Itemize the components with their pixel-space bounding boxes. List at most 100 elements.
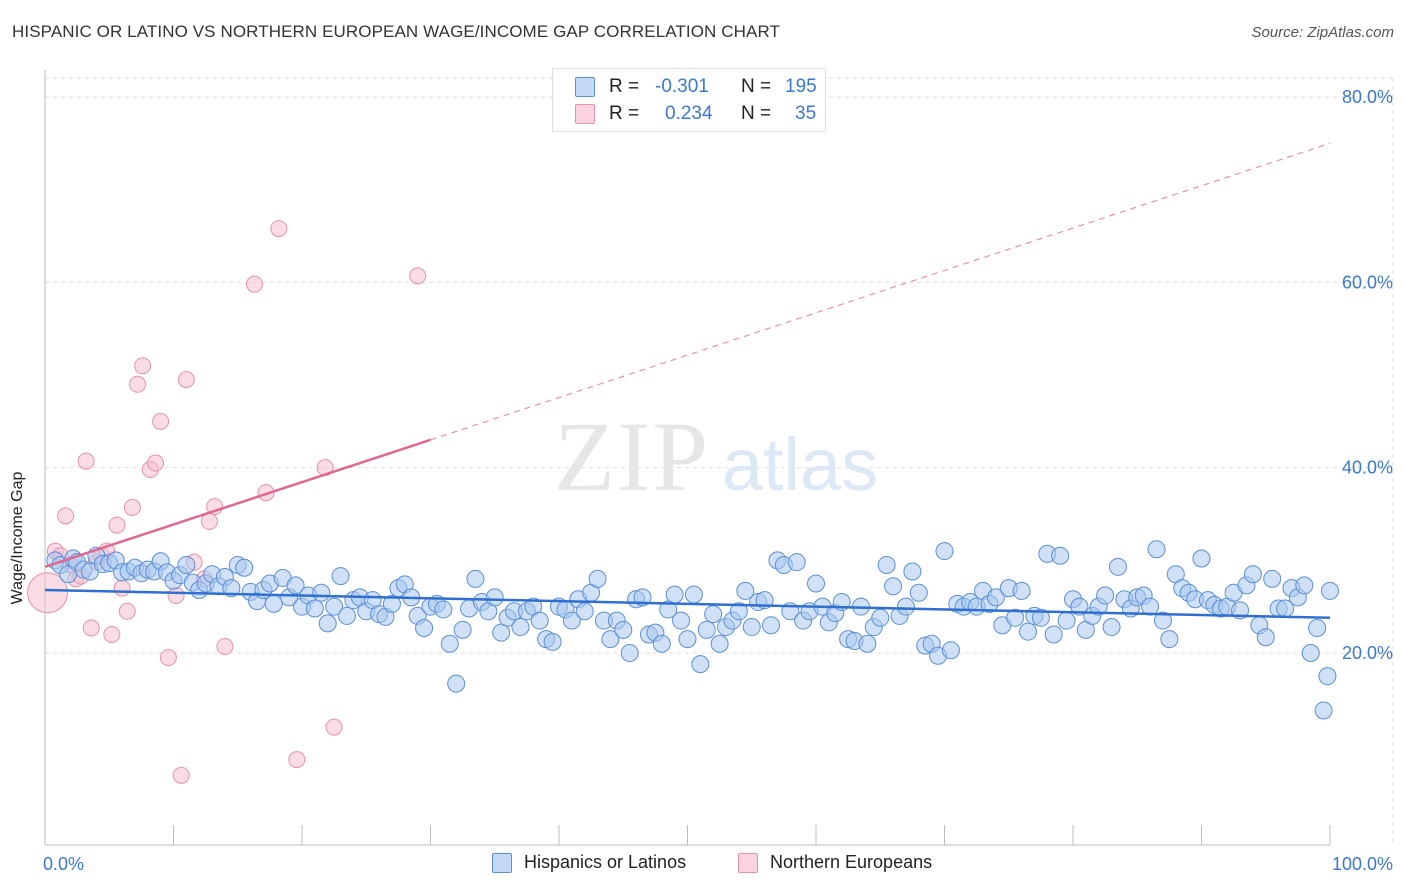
hispanics-point [659,600,678,619]
hispanics-point [672,611,691,630]
hispanics-point [325,597,344,616]
northern-europeans-point [216,638,234,656]
hispanics-point [1147,540,1166,559]
hispanics-point [1308,618,1327,637]
y-tick-label: 80.0% [1342,87,1393,107]
hispanics-point [511,618,530,637]
n-value-hispanics: 195 [785,76,817,97]
northern-europeans-point [27,572,69,614]
hispanics-point [762,616,781,635]
pink-swatch [738,852,758,873]
hispanics-point [896,597,915,616]
hispanics-point [466,569,485,588]
correlation-legend: R = -0.301 N = 195 R = 0.234 N = 35 [552,68,826,132]
chart-title: HISPANIC OR LATINO VS NORTHERN EUROPEAN … [12,22,780,41]
y-tick-label: 60.0% [1342,272,1393,292]
hispanics-point [485,588,504,607]
hispanics-point [588,569,607,588]
legend-item-hispanics: Hispanics or Latinos [492,852,686,873]
hispanics-point [614,620,633,639]
hispanics-point [903,562,922,581]
hispanics-point [318,614,337,633]
pink-swatch [575,104,595,124]
blue-swatch [492,852,512,873]
northern-europeans-point [123,499,141,517]
legend-label-northern-europeans: Northern Europeans [770,852,933,872]
northern-europeans-point [108,516,126,534]
hispanics-point [665,585,684,604]
hispanics-point [1070,597,1089,616]
hispanics-point [440,634,459,653]
hispanics-points [46,540,1339,720]
watermark-atlas: atlas [722,423,878,506]
hispanics-point [909,583,928,602]
n-label: N = [741,103,772,124]
hispanics-point [1102,618,1121,637]
hispanics-point [935,542,954,561]
hispanics-point [1321,581,1339,600]
hispanics-point [1160,630,1179,649]
hispanics-point [691,655,710,674]
hispanics-point [1031,608,1050,627]
r-value-northern-europeans: 0.234 [665,103,713,124]
series-legend: Hispanics or Latinos Northern Europeans [0,852,1406,878]
hispanics-point [1057,611,1076,630]
northern-europeans-point [152,412,170,430]
hispanics-point [1318,667,1337,686]
x-tick-label: 0.0% [43,854,84,874]
northern-europeans-point [409,267,427,285]
hispanics-point [434,600,453,619]
hispanics-point [941,641,960,660]
n-value-northern-europeans: 35 [795,103,817,124]
legend-row-northern-europeans: R = 0.234 N = 35 [575,101,816,127]
y-axis-label: Wage/Income Gap [9,471,26,605]
hispanics-point [858,634,877,653]
hispanics-trendline [44,588,1331,620]
hispanics-point [415,618,434,637]
hispanics-point [652,634,671,653]
hispanics-point [1153,611,1172,630]
hispanics-point [1108,557,1127,576]
northern-europeans-point [159,649,177,667]
hispanics-point [1019,622,1038,641]
hispanics-point [447,674,466,693]
hispanics-point [312,583,331,602]
northern-europeans-point [270,220,288,238]
blue-swatch [575,77,595,97]
source-label: Source: ZipAtlas.com [1251,24,1394,41]
legend-row-hispanics: R = -0.301 N = 195 [575,74,817,100]
n-label: N = [741,76,772,97]
hispanics-point [986,588,1005,607]
northern-europeans-point [177,371,195,389]
hispanics-point [177,555,196,574]
hispanics-point [1243,565,1262,584]
legend-label-hispanics: Hispanics or Latinos [524,852,687,872]
hispanics-point [729,602,748,621]
northern-europeans-point [172,766,190,784]
tick-labels: 20.0% 40.0% 60.0% 80.0% 0.0% 100.0% [43,87,1393,874]
hispanics-point [1051,546,1070,565]
northern-europeans-point [82,619,100,637]
y-tick-label: 20.0% [1342,643,1393,663]
hispanics-point [684,585,703,604]
hispanics-point [337,606,356,625]
hispanics-point [1301,644,1320,662]
hispanics-point [1141,597,1160,616]
y-tick-label: 40.0% [1342,458,1393,478]
hispanics-point [562,611,581,630]
x-tick-label: 100.0% [1332,854,1393,874]
hispanics-point [530,611,549,630]
northern-europeans-point [113,579,131,597]
hispanics-point [1295,576,1314,595]
northern-europeans-point [129,375,147,393]
hispanics-point [601,630,620,649]
legend-item-northern-europeans: Northern Europeans [738,852,932,873]
hispanics-point [1012,581,1031,600]
hispanics-point [1006,608,1025,627]
hispanics-point [235,558,254,577]
hispanics-point [678,630,697,649]
hispanics-point [286,576,305,595]
hispanics-point [877,555,896,574]
hispanics-point [575,602,594,621]
